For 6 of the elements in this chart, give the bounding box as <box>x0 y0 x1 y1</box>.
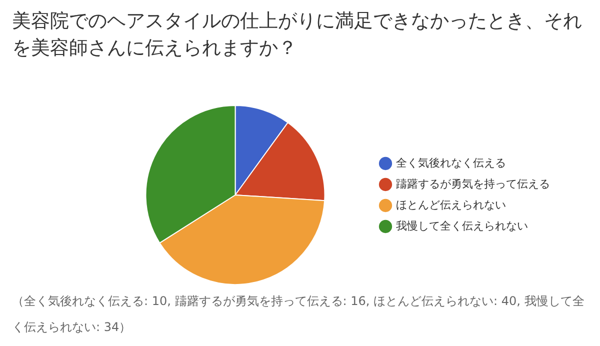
legend-label: 躊躇するが勇気を持って伝える <box>396 177 550 190</box>
legend-label: 我慢して全く伝えられない <box>396 219 528 232</box>
chart-title: 美容院でのヘアスタイルの仕上がりに満足できなかったとき、それを美容師さんに伝えられますか？ <box>12 9 583 61</box>
legend-label: ほとんど伝えられない <box>396 198 506 212</box>
text: （全く気後れなく伝える: 10, 躊躇するが勇気を持って伝える: 16, ほとんど伝えられない: 40, 我慢して全く伝えられない: 34） <box>12 293 586 336</box>
legend-label: 全く気後れなく伝える <box>396 156 506 170</box>
